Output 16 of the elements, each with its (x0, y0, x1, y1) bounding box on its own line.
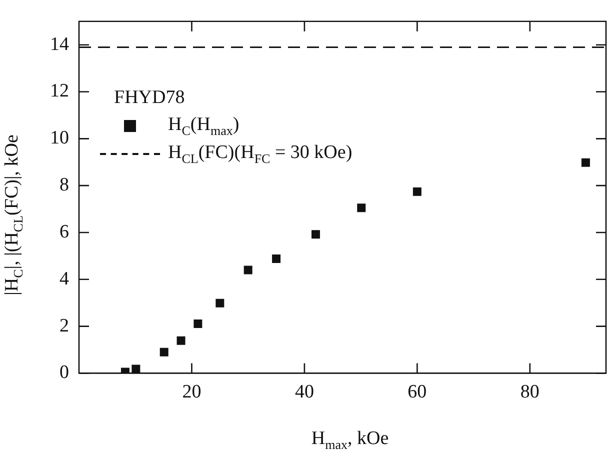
y-tick-label: 2 (60, 315, 69, 336)
y-tick-label: 14 (50, 34, 70, 55)
x-tick-label: 80 (520, 382, 540, 403)
y-tick-label: 12 (50, 80, 69, 102)
x-axis-title: H$_{max}$, kOe (310, 428, 390, 453)
y-tick-label: 4 (60, 268, 70, 290)
y-tick-label: 8 (60, 174, 69, 196)
x-tick-label: 40 (294, 382, 314, 403)
x-tick-label: 60 (408, 382, 427, 403)
y-tick-label: 6 (60, 221, 69, 242)
legend-label: H$_{CL}$(FC)(H$_{FC}$ = 30 kOe) (168, 142, 352, 166)
x-tick-label: 20 (182, 382, 202, 403)
y-tick-label: 0 (60, 362, 69, 384)
legend-title: FHYD78 (113, 86, 186, 110)
y-tick-label: 10 (50, 128, 69, 149)
legend-label: H$_{C}$(H$_{max}$) (168, 114, 240, 138)
